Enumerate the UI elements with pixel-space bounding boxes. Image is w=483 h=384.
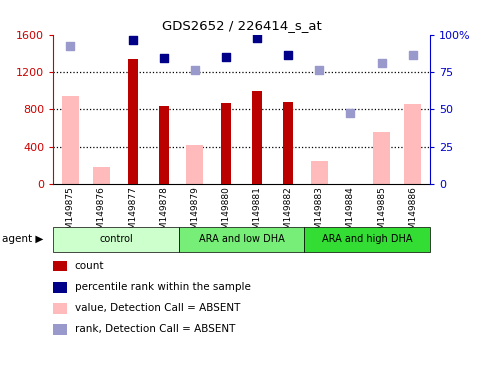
Text: agent ▶: agent ▶ [2, 234, 44, 244]
Point [378, 60, 385, 66]
Point [128, 37, 136, 43]
Point [66, 43, 74, 49]
Text: GSM149878: GSM149878 [159, 187, 168, 242]
Bar [373, 132, 390, 184]
Text: ARA and low DHA: ARA and low DHA [199, 234, 284, 244]
Bar [283, 102, 293, 184]
Text: ARA and high DHA: ARA and high DHA [322, 234, 412, 244]
Point [191, 67, 199, 73]
Bar [221, 103, 231, 184]
Text: value, Detection Call = ABSENT: value, Detection Call = ABSENT [75, 303, 240, 313]
Point [222, 54, 230, 60]
Point [284, 52, 292, 58]
Text: rank, Detection Call = ABSENT: rank, Detection Call = ABSENT [75, 324, 235, 334]
Text: GSM149876: GSM149876 [97, 187, 106, 242]
Bar [311, 161, 328, 184]
Text: GSM149883: GSM149883 [315, 187, 324, 242]
Text: GSM149885: GSM149885 [377, 187, 386, 242]
Bar [252, 91, 262, 184]
Text: control: control [99, 234, 133, 244]
Bar [128, 59, 138, 184]
Text: GSM149884: GSM149884 [346, 187, 355, 241]
Point [347, 110, 355, 116]
Text: percentile rank within the sample: percentile rank within the sample [75, 282, 251, 292]
Point [253, 35, 261, 41]
Text: GSM149877: GSM149877 [128, 187, 137, 242]
Point [409, 52, 417, 58]
Text: GSM149882: GSM149882 [284, 187, 293, 241]
Bar [186, 145, 203, 184]
Text: GSM149881: GSM149881 [253, 187, 262, 242]
Text: GSM149879: GSM149879 [190, 187, 199, 242]
Text: GSM149886: GSM149886 [408, 187, 417, 242]
Text: GSM149880: GSM149880 [221, 187, 230, 242]
Bar [93, 167, 110, 184]
Text: count: count [75, 261, 104, 271]
Bar [62, 96, 79, 184]
Text: GSM149875: GSM149875 [66, 187, 75, 242]
Bar [159, 106, 169, 184]
Title: GDS2652 / 226414_s_at: GDS2652 / 226414_s_at [162, 19, 321, 32]
Point [315, 67, 323, 73]
Bar [404, 104, 421, 184]
Point [160, 55, 168, 61]
